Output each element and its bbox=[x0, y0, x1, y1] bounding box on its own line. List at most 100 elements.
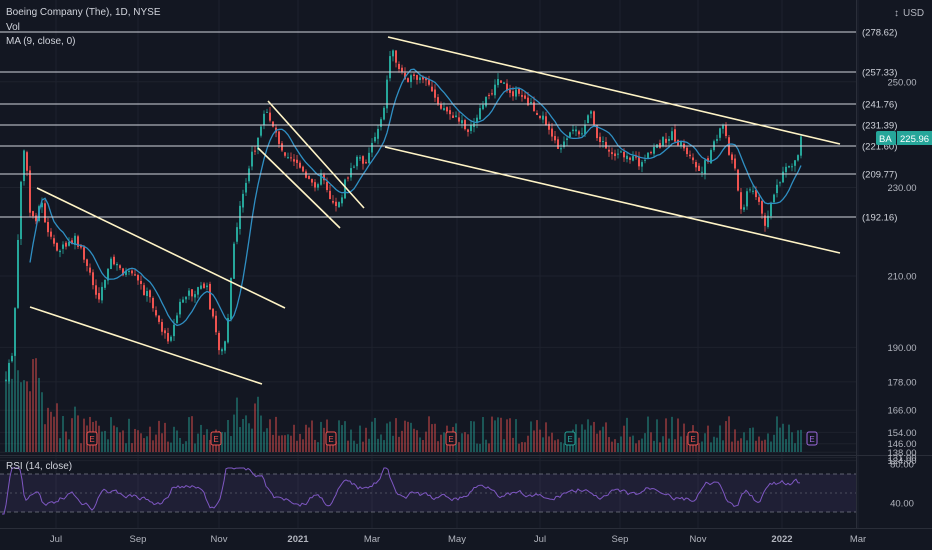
candle-body bbox=[317, 184, 319, 188]
time-axis[interactable]: Jul Sep Nov 2021 Mar May Jul Sep Nov 2022 Mar bbox=[50, 534, 866, 545]
candle-body bbox=[611, 152, 613, 155]
earnings-icon[interactable]: E bbox=[325, 431, 337, 446]
candle-body bbox=[443, 108, 445, 111]
volume-bar bbox=[560, 442, 562, 452]
volume-bar bbox=[161, 433, 163, 452]
candle-body bbox=[638, 156, 640, 167]
trend-line[interactable] bbox=[257, 147, 341, 229]
candle-body bbox=[776, 184, 778, 194]
earnings-icon[interactable]: E bbox=[445, 431, 457, 446]
volume-bar bbox=[35, 358, 37, 452]
volume-bar bbox=[518, 443, 520, 452]
volume-bar bbox=[779, 427, 781, 452]
volume-bar bbox=[713, 436, 715, 452]
volume-bar bbox=[98, 425, 100, 452]
candle-body bbox=[575, 129, 577, 132]
trend-line[interactable] bbox=[384, 146, 841, 254]
volume-bar bbox=[317, 442, 319, 452]
volume-bar bbox=[299, 433, 301, 452]
trend-line[interactable] bbox=[387, 36, 841, 145]
volume-bar bbox=[113, 425, 115, 452]
legend-symbol[interactable]: Boeing Company (The), 1D, NYSE bbox=[6, 7, 161, 18]
candle-body bbox=[296, 159, 298, 163]
candle-body bbox=[329, 190, 331, 200]
earnings-icon[interactable]: E bbox=[86, 431, 98, 446]
trend-line[interactable] bbox=[29, 306, 263, 385]
volume-bar bbox=[134, 428, 136, 452]
currency-label[interactable]: USD bbox=[903, 8, 924, 19]
volume-bar bbox=[119, 432, 121, 452]
candle-body bbox=[596, 125, 598, 139]
currency-switch-icon[interactable]: ↕ bbox=[894, 8, 899, 19]
volume-bar bbox=[647, 416, 649, 452]
volume-bar bbox=[524, 442, 526, 452]
candle-body bbox=[8, 362, 10, 382]
candle-body bbox=[536, 113, 538, 115]
volume-bar bbox=[674, 439, 676, 452]
volume-bar bbox=[191, 416, 193, 452]
volume-bar bbox=[353, 440, 355, 452]
volume-bar bbox=[248, 423, 250, 452]
earnings-icon[interactable]: E bbox=[564, 431, 576, 446]
candle-body bbox=[263, 113, 265, 126]
volume-bar bbox=[245, 415, 247, 452]
candle-body bbox=[335, 201, 337, 206]
candle-body bbox=[494, 84, 496, 96]
candle-body bbox=[686, 147, 688, 155]
candle-body bbox=[578, 131, 580, 135]
volume-bar bbox=[539, 429, 541, 452]
volume-bar bbox=[143, 438, 145, 452]
price-tick-label: 138.00 bbox=[887, 448, 916, 459]
candle-body bbox=[155, 310, 157, 316]
legend-volume[interactable]: Vol bbox=[6, 22, 20, 33]
volume-bar bbox=[419, 437, 421, 452]
candle-body bbox=[131, 270, 133, 274]
volume-bar bbox=[746, 440, 748, 452]
candle-body bbox=[50, 231, 52, 237]
volume-bar bbox=[605, 422, 607, 452]
legend-rsi[interactable]: RSI (14, close) bbox=[6, 461, 73, 472]
volume-bar bbox=[305, 424, 307, 452]
candle-body bbox=[299, 162, 301, 168]
candle-body bbox=[743, 207, 745, 210]
trend-line[interactable] bbox=[36, 187, 286, 309]
volume-bar bbox=[221, 431, 223, 452]
earnings-icon[interactable]: E bbox=[806, 431, 818, 446]
trend-lines[interactable] bbox=[29, 36, 841, 385]
time-tick-label: 2022 bbox=[771, 534, 792, 545]
volume-bar bbox=[374, 417, 376, 452]
candle-body bbox=[527, 97, 529, 106]
candle-body bbox=[497, 79, 499, 86]
volume-bar bbox=[476, 443, 478, 452]
candle-body bbox=[281, 143, 283, 151]
earnings-icon[interactable]: E bbox=[687, 431, 699, 446]
candle-body bbox=[467, 129, 469, 132]
volume-bar bbox=[599, 430, 601, 452]
volume-bar bbox=[449, 441, 451, 452]
svg-text:E: E bbox=[213, 435, 218, 444]
svg-text:E: E bbox=[89, 435, 94, 444]
horizontal-levels[interactable]: (278.62) (257.33) (241.76) (231.39) (221.60)… bbox=[0, 28, 897, 224]
candle-body bbox=[644, 159, 646, 161]
volume-bar bbox=[101, 431, 103, 452]
candle-body bbox=[158, 315, 160, 322]
volume-bar bbox=[392, 435, 394, 452]
rsi-axis[interactable]: 80.00 40.00 bbox=[890, 460, 914, 510]
rsi-line bbox=[2, 467, 801, 515]
candle-body bbox=[629, 157, 631, 160]
legend-ma[interactable]: MA (9, close, 0) bbox=[6, 36, 76, 47]
candle-body bbox=[89, 267, 91, 273]
volume-bar bbox=[536, 420, 538, 452]
last-price-symbol: BA bbox=[879, 134, 892, 145]
earnings-icon[interactable]: E bbox=[210, 431, 222, 446]
price-axis[interactable]: 270.00250.00230.00210.00190.00178.00166.… bbox=[887, 0, 916, 467]
volume-bar bbox=[530, 421, 532, 452]
volume-bar bbox=[44, 424, 46, 452]
trend-line[interactable] bbox=[267, 100, 365, 209]
price-tick-label: 250.00 bbox=[887, 77, 916, 88]
candle-body bbox=[404, 72, 406, 80]
candle-body bbox=[137, 274, 139, 281]
time-tick-label: Jul bbox=[50, 534, 62, 545]
